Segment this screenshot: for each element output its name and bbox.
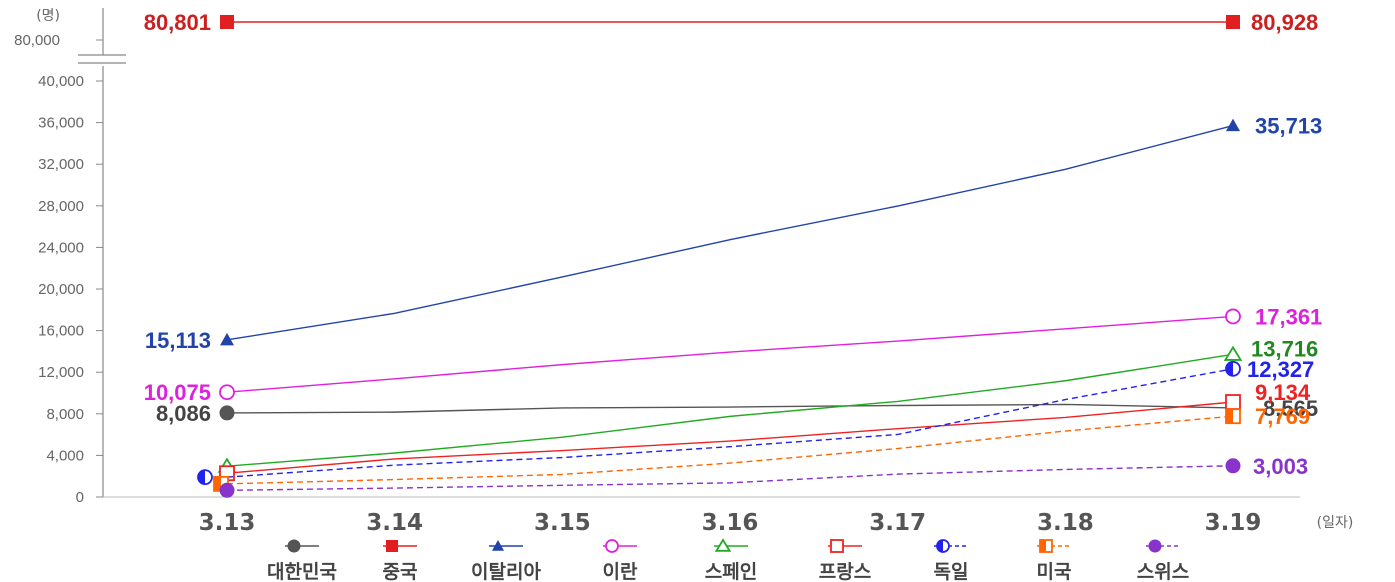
y-tick-label: 0 — [76, 489, 84, 506]
series-6 — [219, 394, 1241, 482]
y-tick-label: 16,000 — [38, 323, 84, 340]
data-point-marker — [1225, 360, 1241, 377]
data-point-marker — [1225, 394, 1241, 410]
data-point-marker — [220, 332, 234, 346]
data-label: 7,769 — [1255, 404, 1310, 429]
x-tick-label: 3.19 — [1205, 510, 1262, 536]
y-tick-label: 8,000 — [46, 406, 84, 423]
series-line — [226, 401, 1234, 474]
data-label: 8,565 — [1263, 396, 1318, 421]
series-3 — [220, 118, 1240, 346]
y-tick-label: 28,000 — [38, 198, 84, 215]
data-label: 80,801 — [144, 10, 211, 35]
legend-item: 미국 — [1037, 539, 1072, 582]
legend-label: 이탈리아 — [471, 561, 541, 582]
x-tick-label: 3.15 — [534, 510, 591, 536]
x-tick-label: 3.18 — [1037, 510, 1094, 536]
legend-marker — [492, 540, 504, 551]
y-tick-label: 24,000 — [38, 239, 84, 256]
data-point-marker — [220, 15, 234, 29]
legend-item: 스페인 — [705, 538, 757, 582]
series-8 — [213, 408, 1241, 492]
data-label: 10,075 — [144, 380, 211, 405]
series-line — [226, 403, 1234, 414]
y-tick-label-break: 80,000 — [14, 32, 60, 49]
legend-item: 독일 — [934, 539, 969, 582]
y-tick-label: 40,000 — [38, 73, 84, 90]
data-point-marker — [1226, 15, 1240, 29]
series-line — [226, 415, 1234, 485]
legend-item: 대한민국 — [267, 539, 337, 582]
data-label: 17,361 — [1255, 304, 1322, 329]
series-4 — [219, 308, 1241, 401]
data-label: 15,113 — [145, 328, 211, 353]
legend-marker — [936, 539, 950, 553]
data-label: 8,086 — [156, 401, 211, 426]
series-line — [226, 315, 1234, 393]
y-tick-label: 20,000 — [38, 281, 84, 298]
y-tick-label: 32,000 — [38, 156, 84, 173]
legend-item: 프랑스 — [819, 539, 871, 582]
data-label: 3,003 — [1253, 454, 1308, 479]
data-label: 35,713 — [1255, 114, 1322, 139]
legend-marker — [287, 539, 301, 553]
legend-marker — [386, 540, 398, 552]
data-point-marker — [197, 469, 213, 486]
data-label: 13,716 — [1251, 336, 1318, 361]
legend-marker — [1148, 539, 1162, 553]
legend-label: 대한민국 — [267, 561, 337, 582]
x-axis-unit: (일자) — [1317, 515, 1354, 531]
data-point-marker — [1223, 345, 1243, 361]
data-point-marker — [1225, 308, 1241, 325]
data-label: 80,928 — [1251, 10, 1318, 35]
series-2 — [220, 15, 1240, 29]
x-tick-label: 3.16 — [702, 510, 759, 536]
data-point-marker — [1225, 408, 1241, 425]
legend-item: 중국 — [383, 540, 418, 582]
legend-label: 스페인 — [705, 561, 757, 582]
data-point-marker — [1226, 118, 1240, 132]
legend-marker — [830, 539, 844, 553]
data-labels: 8,086 8,565 80,801 80,928 15,113 35,713 10,075… — [144, 10, 1323, 479]
series-line — [226, 353, 1234, 467]
series-line — [226, 368, 1234, 478]
y-axis-unit: (명) — [36, 8, 60, 24]
data-point-marker — [219, 482, 235, 498]
series — [197, 15, 1243, 498]
axes: (명) (일자) 80,000 — [14, 8, 1353, 531]
data-point-marker — [1225, 458, 1241, 474]
legend-label: 프랑스 — [819, 561, 871, 582]
y-tick-label: 36,000 — [38, 115, 84, 132]
x-tick-label: 3.13 — [199, 510, 256, 536]
legend: 대한민국 중국 이탈리아 이란 스페인 프랑스 독일 미국 스위스 — [267, 538, 1189, 582]
legend-label: 중국 — [383, 561, 418, 582]
data-label: 12,327 — [1247, 357, 1314, 382]
legend-item: 이탈리아 — [471, 540, 541, 582]
data-label: 9,134 — [1255, 380, 1311, 405]
x-ticks: 3.13 3.14 3.15 3.16 3.17 3.18 3.19 — [199, 510, 1262, 536]
y-tick-label: 4,000 — [46, 447, 84, 464]
series-7 — [197, 360, 1241, 486]
legend-marker — [1039, 539, 1053, 553]
legend-marker — [714, 538, 732, 552]
legend-item: 스위스 — [1137, 539, 1189, 582]
x-tick-label: 3.14 — [366, 510, 423, 536]
series-line — [226, 465, 1234, 491]
series-5 — [217, 345, 1243, 473]
legend-label: 스위스 — [1137, 561, 1189, 582]
data-point-marker — [219, 405, 235, 421]
legend-label: 독일 — [934, 561, 969, 582]
data-point-marker — [219, 384, 235, 401]
legend-label: 미국 — [1037, 561, 1072, 582]
legend-item: 이란 — [603, 539, 638, 582]
x-tick-label: 3.17 — [869, 510, 926, 536]
legend-marker — [605, 539, 619, 553]
legend-label: 이란 — [603, 561, 638, 582]
series-line — [226, 124, 1234, 341]
series-9 — [219, 458, 1241, 498]
y-ticks: 0 4,000 8,000 12,000 16,000 20,000 24,000 28,00… — [38, 73, 103, 506]
y-tick-label: 12,000 — [38, 364, 84, 381]
